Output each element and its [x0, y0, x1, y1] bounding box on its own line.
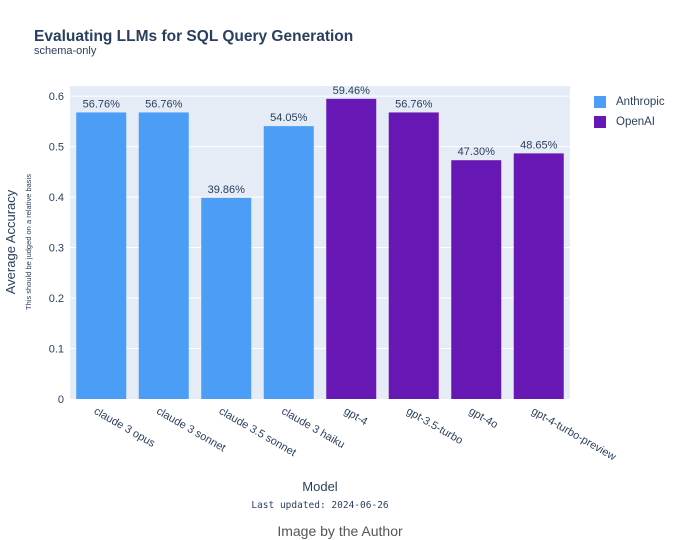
last-updated-note: Last updated: 2024-06-26 — [251, 500, 389, 511]
legend-label-openai: OpenAI — [616, 116, 655, 128]
y-axis-title: Average Accuracy — [3, 189, 18, 294]
legend-swatch-anthropic — [594, 96, 606, 108]
y-axis-note: This should be judged on a relative basi… — [24, 174, 33, 310]
legend-item-anthropic[interactable]: Anthropic — [594, 92, 665, 112]
bar-data-label: 54.05% — [270, 112, 308, 124]
image-credit: Image by the Author — [277, 523, 403, 539]
bar — [388, 112, 439, 399]
x-tick-label: claude 3 opus — [92, 405, 158, 450]
bar-data-label: 48.65% — [520, 139, 558, 151]
y-tick-label: 0.2 — [49, 293, 64, 305]
bar — [513, 153, 564, 399]
bar-data-label: 56.76% — [83, 98, 121, 110]
legend-item-openai[interactable]: OpenAI — [594, 112, 665, 132]
x-tick-label: gpt-4-turbo-preview — [529, 405, 618, 463]
bar — [326, 98, 377, 399]
bar — [76, 112, 127, 399]
bar-data-label: 39.86% — [208, 184, 246, 196]
legend-swatch-openai — [594, 116, 606, 128]
bar — [263, 126, 314, 399]
y-tick-label: 0.6 — [49, 91, 64, 103]
bar — [201, 197, 252, 399]
bar-data-label: 56.76% — [145, 98, 183, 110]
y-tick-label: 0.1 — [49, 344, 64, 356]
bar-data-label: 56.76% — [395, 98, 433, 110]
x-tick-label: gpt-4o — [467, 405, 500, 431]
x-tick-label: claude 3 sonnet — [154, 405, 227, 454]
y-tick-label: 0.4 — [49, 192, 64, 204]
x-tick-label: gpt-3.5-turbo — [404, 405, 465, 447]
legend-label-anthropic: Anthropic — [616, 96, 665, 108]
x-axis-title: Model — [302, 479, 338, 494]
bar — [451, 160, 502, 399]
x-tick-label: gpt-4 — [342, 405, 370, 428]
bar-data-label: 47.30% — [458, 146, 496, 158]
y-tick-label: 0.3 — [49, 243, 64, 255]
chart-title: Evaluating LLMs for SQL Query Generation — [34, 28, 354, 45]
bar-data-label: 59.46% — [333, 85, 371, 97]
y-tick-label: 0 — [58, 394, 64, 406]
legend: Anthropic OpenAI — [594, 92, 665, 132]
y-tick-label: 0.5 — [49, 142, 64, 154]
chart-subtitle: schema-only — [34, 45, 97, 57]
bar — [138, 112, 189, 399]
